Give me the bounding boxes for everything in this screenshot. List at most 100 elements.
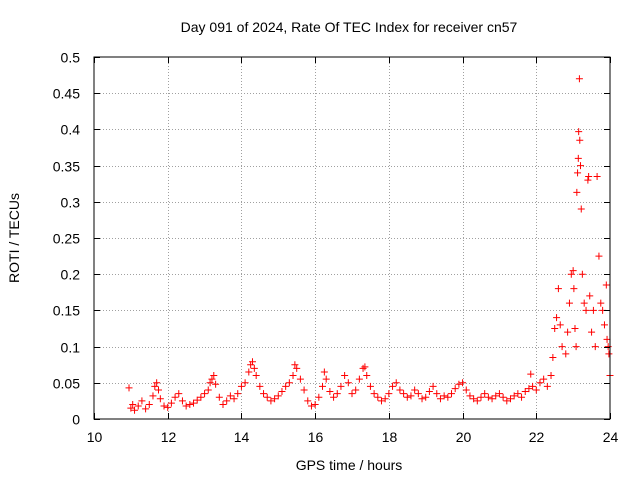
data-point — [252, 372, 260, 380]
data-point — [167, 399, 175, 407]
data-point — [300, 386, 308, 394]
x-tick-label: 20 — [456, 429, 472, 445]
data-point — [492, 392, 500, 400]
data-point — [226, 392, 234, 400]
data-point — [444, 393, 452, 401]
data-point — [131, 406, 139, 414]
data-point — [204, 386, 212, 394]
data-point — [186, 401, 194, 409]
data-point — [575, 75, 583, 83]
data-point — [197, 393, 205, 401]
data-point — [571, 325, 579, 332]
data-point — [521, 387, 529, 395]
data-point — [151, 382, 159, 390]
data-point — [285, 379, 293, 387]
data-point — [547, 372, 555, 380]
data-point — [271, 395, 279, 403]
data-point — [584, 176, 592, 184]
data-point — [274, 392, 282, 400]
data-point — [597, 299, 605, 307]
x-tick-label: 14 — [234, 429, 250, 445]
data-point — [219, 401, 227, 409]
data-point — [320, 368, 328, 376]
data-point — [585, 172, 593, 180]
data-point — [149, 392, 157, 400]
data-point — [370, 390, 378, 398]
data-point — [289, 372, 297, 380]
data-point — [506, 395, 514, 403]
data-point — [527, 370, 535, 378]
data-point — [459, 379, 467, 387]
data-point — [164, 403, 172, 411]
data-point — [604, 343, 612, 351]
data-point — [593, 172, 601, 180]
data-point — [377, 397, 385, 405]
data-point — [532, 386, 540, 394]
y-tick-label: 0.15 — [53, 303, 80, 319]
data-point — [206, 379, 214, 387]
data-point — [363, 372, 371, 380]
data-point — [525, 385, 533, 393]
data-point — [248, 358, 256, 366]
data-point — [201, 390, 209, 398]
data-point — [245, 368, 253, 376]
data-point — [344, 379, 352, 387]
y-axis-title: ROTI / TECUs — [6, 193, 22, 283]
data-point — [230, 395, 238, 403]
data-point — [138, 397, 146, 405]
data-point — [536, 379, 544, 387]
data-point — [577, 162, 585, 170]
data-point — [352, 386, 360, 394]
data-points — [125, 75, 614, 414]
x-tick-label: 22 — [529, 429, 545, 445]
data-point — [578, 270, 586, 278]
data-point — [178, 397, 186, 405]
data-point — [588, 328, 596, 336]
data-point — [543, 382, 551, 390]
data-point — [589, 306, 597, 314]
data-point — [462, 386, 470, 394]
data-point — [389, 382, 397, 390]
data-point — [125, 384, 133, 392]
data-point — [237, 382, 245, 390]
data-point — [572, 343, 580, 351]
data-point — [326, 387, 334, 395]
data-point — [565, 299, 573, 307]
y-tick-label: 0.5 — [61, 50, 81, 66]
x-axis-title: GPS time / hours — [296, 457, 403, 473]
data-point — [400, 390, 408, 398]
data-point — [215, 393, 223, 401]
data-point — [322, 375, 330, 383]
data-point — [341, 372, 349, 380]
data-point — [605, 350, 613, 358]
data-point — [381, 395, 389, 403]
data-point — [263, 393, 271, 401]
data-point — [564, 328, 572, 336]
y-tick-label: 0.2 — [61, 267, 81, 283]
y-tick-label: 0.4 — [61, 122, 81, 138]
data-point — [315, 393, 323, 401]
data-point — [499, 393, 507, 401]
data-point — [155, 386, 162, 394]
data-point — [210, 372, 218, 380]
data-point — [518, 393, 526, 401]
data-point — [586, 292, 594, 300]
data-point — [575, 128, 583, 136]
data-point — [473, 397, 481, 405]
data-point — [455, 380, 463, 388]
data-point — [567, 270, 575, 278]
data-point — [319, 382, 327, 390]
data-point — [591, 343, 599, 351]
data-point — [212, 380, 220, 388]
data-point — [549, 353, 557, 361]
data-point — [510, 392, 518, 400]
data-point — [433, 390, 441, 398]
data-point — [129, 401, 137, 409]
data-point — [488, 395, 496, 403]
data-point — [127, 404, 135, 412]
data-point — [553, 314, 561, 322]
data-point — [175, 390, 183, 398]
data-point — [234, 390, 242, 398]
